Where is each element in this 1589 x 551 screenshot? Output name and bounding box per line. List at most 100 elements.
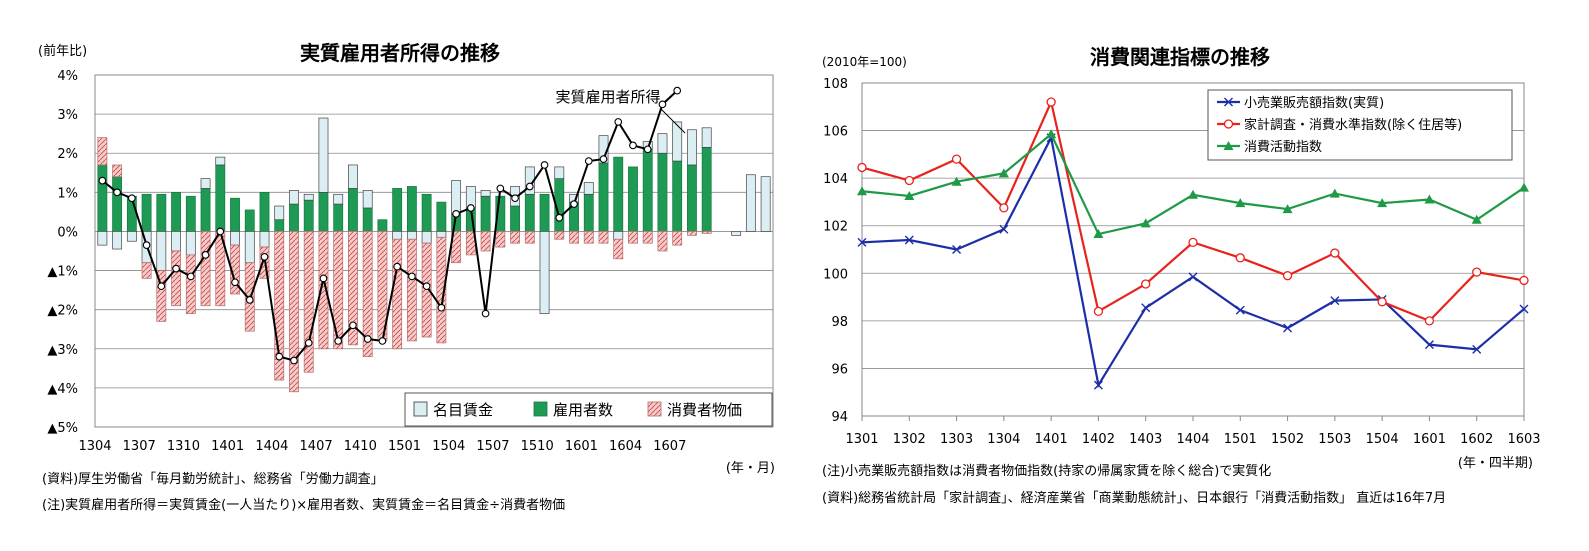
real-income-point — [304, 339, 313, 347]
left-y-tick-label: ▲5% — [47, 421, 78, 436]
bar-nominal-wage — [392, 231, 403, 240]
real-income-point — [452, 209, 460, 218]
bar-cpi — [318, 231, 329, 350]
bar-cpi — [112, 164, 123, 178]
consumption-activity-legend-label: 消費活動指数 — [1244, 140, 1322, 155]
left-x-tick-label: 1501 — [388, 439, 421, 454]
right-x-tick-label: 1302 — [893, 432, 926, 447]
right-chart-svg: 消費関連指標の推移 (2010年=100) 94 96 98 100 102 104 106 10… — [822, 45, 1541, 471]
bar-employees — [672, 160, 683, 232]
retail-sales-point — [999, 224, 1009, 234]
left-x-tick-label: 1404 — [255, 439, 288, 454]
bar-employees — [200, 188, 211, 232]
right-y-tick-label: 100 — [823, 267, 848, 282]
household-consumption-point — [904, 175, 914, 186]
bar-employees — [230, 197, 240, 232]
left-y-tick-label: 1% — [57, 186, 78, 201]
left-x-tick-label: 1604 — [609, 439, 642, 454]
real-income-point — [378, 337, 387, 345]
right-x-tick-label: 1502 — [1271, 432, 1304, 447]
consumption-activity-point — [951, 176, 962, 186]
bar-employees — [377, 219, 388, 232]
bar-nominal-wage — [554, 166, 565, 179]
consumption-activity-point — [1188, 189, 1198, 199]
bar-employees — [333, 203, 344, 232]
bar-cpi — [421, 242, 432, 338]
right-x-tick-label: 1504 — [1366, 432, 1399, 447]
real-income-point — [186, 272, 195, 281]
bar-employees — [289, 203, 299, 232]
bar-cpi — [362, 231, 373, 357]
bar-employees — [687, 164, 697, 232]
bar-cpi — [510, 231, 520, 244]
left-x-tick-label: 1601 — [565, 439, 598, 454]
real-income-point — [599, 155, 608, 163]
right-y-tick-label: 96 — [831, 362, 848, 377]
bar-nominal-wage — [244, 231, 255, 264]
bar-employees — [480, 195, 491, 232]
retail-sales-point — [857, 237, 867, 247]
left-x-tick-label: 1507 — [476, 439, 509, 454]
real-income-point — [540, 161, 549, 169]
real-income-point — [555, 213, 564, 222]
bar-nominal-wage — [185, 231, 196, 256]
bar-nominal-wage — [259, 231, 270, 248]
left-plot-area — [94, 74, 774, 428]
household-consumption-point — [1377, 297, 1387, 307]
real-income-point — [319, 274, 328, 283]
real-income-point — [231, 278, 239, 287]
legend-nominal-wage-swatch — [413, 401, 428, 417]
right-y-tick-label: 104 — [823, 172, 848, 187]
left-source-note: (資料)厚生労働省「毎月勤労統計」、総務省「労働力調査」 — [42, 472, 384, 487]
left-y-tick-label: 0% — [57, 225, 78, 240]
left-legend-box — [404, 392, 773, 427]
bar-employees — [171, 191, 181, 232]
bar-employees — [185, 195, 196, 232]
real-income-point — [334, 337, 343, 345]
bar-nominal-wage — [583, 182, 594, 195]
left-chart-title: 実質雇用者所得の推移 — [300, 41, 500, 65]
bar-nominal-wage — [701, 127, 712, 148]
real-income-point — [658, 100, 667, 109]
bar-employees — [628, 166, 638, 232]
right-x-tick-label: 1602 — [1460, 432, 1493, 447]
bar-cpi — [97, 137, 108, 166]
right-chart-title: 消費関連指標の推移 — [1090, 45, 1270, 69]
bar-employees — [598, 162, 609, 232]
consumption-activity-point — [1471, 214, 1482, 224]
real-income-point — [98, 176, 107, 185]
right-y-tick-label: 102 — [823, 220, 848, 235]
bar-nominal-wage — [657, 133, 668, 154]
real-income-point — [260, 253, 269, 261]
household-consumption-point — [999, 203, 1009, 213]
bar-nominal-wage — [451, 180, 462, 215]
consumption-activity-point — [998, 168, 1009, 178]
bar-nominal-wage — [348, 164, 358, 189]
consumption-activity-point — [1424, 194, 1435, 204]
right-y-tick-label: 106 — [823, 125, 848, 140]
real-income-point — [349, 321, 357, 330]
bar-nominal-wage — [303, 193, 314, 201]
real-income-point — [408, 272, 416, 281]
left-x-tick-label: 1407 — [300, 439, 333, 454]
retail-sales-point — [1283, 323, 1293, 333]
right-x-tick-label: 1603 — [1507, 432, 1540, 447]
legend-employees-label: 雇用者数 — [553, 401, 613, 419]
bar-cpi — [657, 231, 668, 252]
right-x-tick-label: 1304 — [987, 432, 1020, 447]
bar-employees — [436, 201, 447, 232]
consumption-activity-point — [1377, 198, 1388, 208]
bar-nominal-wage — [436, 231, 447, 238]
bar-cpi — [274, 231, 285, 381]
right-legend-box — [1207, 89, 1513, 161]
right-y-tick-label: 108 — [823, 77, 848, 92]
bar-cpi — [480, 231, 491, 252]
household-consumption-legend-marker — [1223, 119, 1234, 129]
real-income-point — [422, 282, 431, 291]
bar-employees — [112, 176, 123, 232]
left-legend: 名目賃金 雇用者数 消費者物価 — [404, 392, 773, 427]
bar-nominal-wage — [731, 231, 742, 236]
bar-cpi — [392, 238, 403, 350]
bar-cpi — [348, 231, 358, 346]
right-x-tick-label: 1402 — [1082, 432, 1115, 447]
